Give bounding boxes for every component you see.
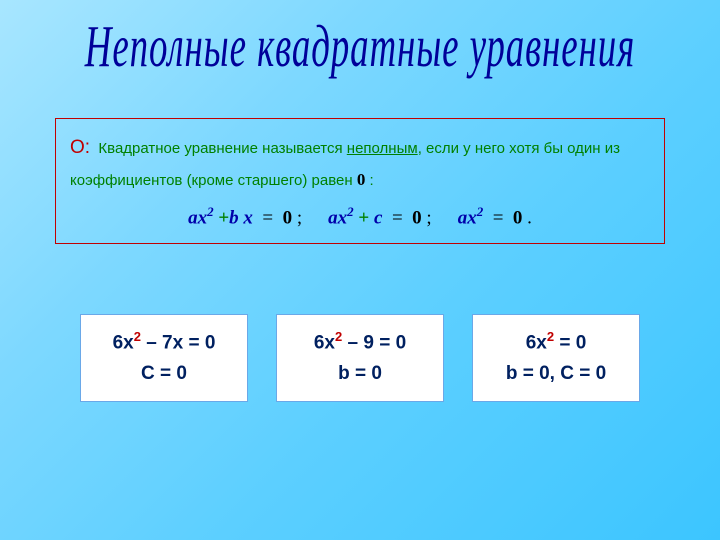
definition-box: О: Квадратное уравнение называется непол… [55,118,665,244]
f3-x: x [467,207,477,228]
ex1-post: – 7x = 0 [141,332,215,353]
example-box-1: 6x2 – 7x = 0 C = 0 [80,314,248,402]
ex1-sup: 2 [134,329,141,344]
def-underlined: неполным [347,140,418,157]
f3-exp: 2 [477,204,484,219]
ex3-eq: 6x2 = 0 [489,327,623,359]
ex3-pre: 6x [526,332,547,353]
def-part1: Квадратное уравнение называется [98,140,346,157]
f2-exp: 2 [347,204,354,219]
example-boxes: 6x2 – 7x = 0 C = 0 6x2 – 9 = 0 b = 0 6x2… [0,314,720,402]
definition-prefix: О: [70,137,90,158]
formula-row: ax2 +b x = 0 ; ax2 + c = 0 ; ax2 = 0 . [70,204,650,229]
f2-plus: + [358,207,369,228]
formula-3: ax2 = 0 . [458,204,532,229]
f1-plus: + [218,207,229,228]
f2-a: a [328,207,338,228]
f1-x: x [198,207,208,228]
f2-zero: 0 [412,207,422,228]
ex1-eq: 6x2 – 7x = 0 [97,327,231,359]
formula-1: ax2 +b x = 0 ; [188,204,302,229]
example-box-3: 6x2 = 0 b = 0, C = 0 [472,314,640,402]
f2-x: x [338,207,348,228]
f3-zero: 0 [513,207,523,228]
f2-eq: = [392,207,403,228]
f3-a: a [458,207,468,228]
ex1-sub: C = 0 [97,359,231,389]
f1-b: b [229,207,239,228]
definition-text: О: Квадратное уравнение называется непол… [70,131,650,196]
f1-eq: = [262,207,273,228]
f1-zero: 0 [283,207,293,228]
f1-semi: ; [297,207,302,228]
ex3-sub: b = 0, C = 0 [489,359,623,389]
f1-a: a [188,207,198,228]
f1-x2: x [243,207,253,228]
ex1-pre: 6x [113,332,134,353]
f2-semi: ; [426,207,431,228]
f3-dot: . [527,207,532,228]
def-part3: : [365,172,373,189]
ex2-post: – 9 = 0 [342,332,406,353]
ex2-pre: 6x [314,332,335,353]
formula-2: ax2 + c = 0 ; [328,204,432,229]
f2-c: c [374,207,382,228]
ex3-sup: 2 [547,329,554,344]
ex3-post: = 0 [554,332,586,353]
ex2-sub: b = 0 [293,359,427,389]
f1-exp: 2 [207,204,214,219]
ex2-eq: 6x2 – 9 = 0 [293,327,427,359]
example-box-2: 6x2 – 9 = 0 b = 0 [276,314,444,402]
slide-title: Неполные квадратные уравнения [43,0,677,82]
f3-eq: = [493,207,504,228]
